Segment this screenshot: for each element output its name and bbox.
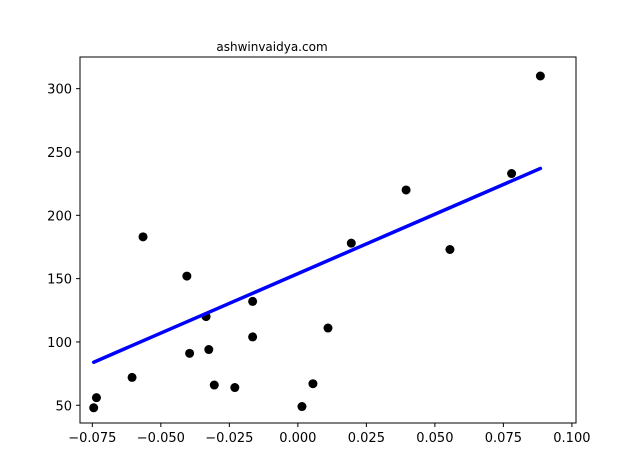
y-tick-label: 150 xyxy=(47,273,72,288)
plot-area: −0.075 −0.050 −0.025 0.000 0.025 0.050 0.075 0.… xyxy=(47,71,590,446)
data-point xyxy=(535,71,545,81)
axes-frame xyxy=(79,56,577,424)
data-point xyxy=(445,244,455,254)
data-point xyxy=(297,402,307,412)
x-tick-label: 0.000 xyxy=(279,431,316,446)
data-point xyxy=(89,403,99,413)
x-tick-label: −0.050 xyxy=(137,431,185,446)
data-point xyxy=(308,379,318,389)
y-tick-label: 50 xyxy=(55,399,72,414)
data-point xyxy=(323,323,333,333)
x-tick-label: −0.075 xyxy=(68,431,116,446)
x-tick-label: −0.025 xyxy=(205,431,253,446)
data-point xyxy=(248,332,258,342)
y-tick-label: 100 xyxy=(47,336,72,351)
x-tick-label: 0.025 xyxy=(348,431,385,446)
x-tick-label: 0.075 xyxy=(485,431,522,446)
data-point xyxy=(209,380,219,390)
data-point xyxy=(91,393,101,403)
data-point xyxy=(182,271,192,281)
y-tick-label: 200 xyxy=(47,209,72,224)
data-point xyxy=(248,296,258,306)
x-tick-label: 0.050 xyxy=(416,431,453,446)
data-point xyxy=(138,232,148,242)
chart-title: ashwinvaidya.com xyxy=(216,40,327,54)
data-point xyxy=(204,345,214,355)
data-point xyxy=(185,348,195,358)
data-point xyxy=(127,372,137,382)
data-point xyxy=(346,238,356,248)
y-tick-label: 250 xyxy=(47,146,72,161)
y-tick-label: 300 xyxy=(47,83,72,98)
x-tick-label: 0.100 xyxy=(553,431,590,446)
data-point xyxy=(507,169,517,179)
data-point xyxy=(401,185,411,195)
data-point xyxy=(230,383,240,393)
regression-line xyxy=(91,166,543,364)
